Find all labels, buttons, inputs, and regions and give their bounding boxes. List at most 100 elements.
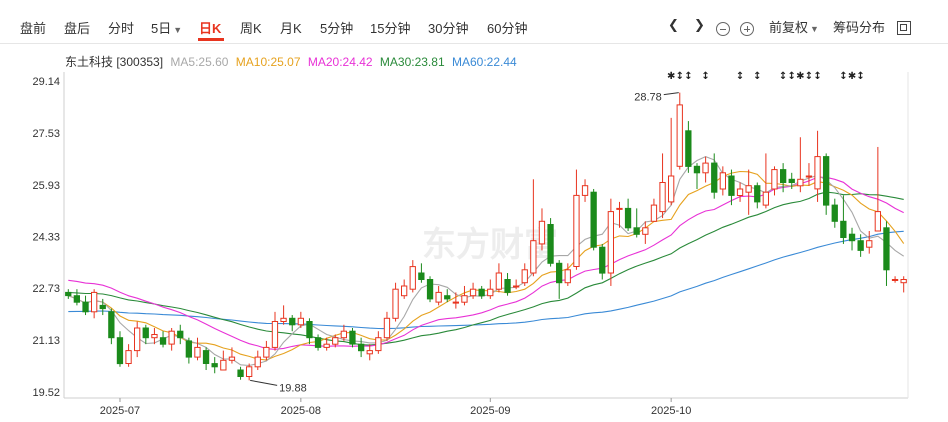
candle-body (848, 233, 856, 242)
event-marker-icon: ↕ (676, 71, 684, 82)
tab-10[interactable]: 30分钟 (428, 18, 468, 37)
candle-body (228, 356, 236, 361)
candle-body (624, 207, 632, 229)
event-marker-icon: ✱ (796, 71, 804, 82)
y-tick-label: 25.93 (32, 180, 60, 192)
zoom-in-icon[interactable] (740, 22, 754, 36)
candle-body (340, 330, 348, 339)
x-tick-label: 2025-08 (281, 405, 321, 417)
candle-body (581, 185, 589, 196)
candle-body (556, 262, 563, 284)
candle-body (168, 330, 175, 345)
y-tick-label: 29.14 (32, 76, 60, 88)
tab-6[interactable]: 周K (240, 18, 262, 37)
candle-body (736, 188, 744, 196)
candle-body (220, 359, 227, 371)
chip-distribution-button[interactable]: 筹码分布 (833, 20, 886, 35)
chevron-left-icon[interactable]: ❮ (668, 17, 679, 32)
event-marker-icon: ↕ (856, 71, 864, 82)
tab-5[interactable]: 日K (199, 18, 221, 37)
event-marker-icon: ↕ (813, 71, 821, 82)
candle-body (745, 185, 752, 193)
candle-body (538, 220, 546, 245)
candle-body (633, 227, 640, 235)
candle-body (728, 175, 735, 196)
chevron-right-icon[interactable]: ❯ (694, 17, 705, 32)
candle-body (151, 334, 158, 339)
candle-body (590, 191, 597, 248)
tab-1[interactable]: 盘前 (20, 18, 46, 37)
tab-3[interactable]: 分时 (108, 18, 134, 37)
candle-body (185, 340, 192, 358)
x-tick-label: 2025-07 (100, 405, 140, 417)
legend-ma10: MA10:25.07 (235, 55, 301, 69)
zoom-out-icon[interactable] (716, 22, 730, 36)
tab-label: 15分钟 (370, 21, 411, 36)
ma-legend: 东土科技 [300353] MA5:25.60 MA10:25.07 MA20:… (65, 53, 521, 70)
price-adjust-dropdown[interactable]: 前复权 ▼ (769, 17, 819, 36)
candle-body (65, 291, 72, 297)
event-marker-icon: ↕ (684, 71, 692, 82)
candle-body (142, 327, 149, 339)
chevron-down-icon: ▼ (173, 25, 183, 35)
ma30-line (68, 191, 904, 346)
candle-body (823, 156, 830, 206)
tab-label: 分时 (108, 21, 135, 36)
tab-7[interactable]: 月K (280, 18, 302, 37)
active-tab-indicator (198, 38, 224, 41)
tab-label: 日K (199, 21, 222, 36)
candle-body (99, 304, 106, 310)
candle-body (702, 162, 709, 174)
stock-name: 东土科技 [300353] (65, 55, 164, 69)
tab-label: 盘后 (64, 21, 91, 36)
candle-body (599, 246, 606, 274)
candle-body (323, 343, 330, 348)
tab-2[interactable]: 盘后 (64, 18, 90, 37)
ma10-line (68, 170, 905, 361)
candle-body (409, 266, 416, 290)
candle-body (891, 279, 899, 281)
candle-body (530, 240, 537, 274)
event-marker-icon: ↕ (805, 71, 813, 82)
candle-body (478, 288, 485, 297)
candle-body (805, 175, 813, 178)
legend-ma20: MA20:24.42 (307, 55, 373, 69)
tab-9[interactable]: 15分钟 (370, 18, 410, 37)
candle-body (693, 165, 701, 174)
candle-body (754, 185, 761, 203)
candle-body (840, 220, 847, 239)
candle-body (73, 295, 80, 303)
candle-body (254, 356, 261, 368)
high-price-label: 28.78 (634, 92, 662, 104)
candle-body (263, 346, 270, 358)
period-toolbar: 盘前 盘后 分时 5日 ▼ 日K 周K 月K 5分钟 15分钟 30分钟 60分钟 ❮ ❯ 前复权 ▼ … (0, 0, 948, 44)
tab-4[interactable]: 5日 ▼ (151, 18, 182, 37)
y-tick-label: 24.33 (32, 232, 60, 244)
candle-body (521, 269, 528, 284)
candle-body (461, 295, 468, 303)
candles-group (65, 92, 907, 381)
candle-body (573, 194, 580, 267)
candle-body (504, 279, 511, 293)
candle-body (547, 224, 554, 264)
y-tick-label: 22.73 (32, 283, 60, 295)
tab-label: 盘前 (20, 21, 47, 36)
candle-body (650, 204, 658, 222)
candle-body (642, 227, 649, 235)
fullscreen-icon[interactable] (897, 21, 911, 35)
candle-body (513, 285, 520, 288)
candle-body (314, 337, 322, 348)
event-marker-icon: ✱ (667, 71, 675, 82)
candle-body (444, 295, 451, 300)
event-marker-icon: ↕ (736, 71, 744, 82)
candle-body (831, 204, 838, 222)
tab-11[interactable]: 60分钟 (487, 18, 527, 37)
tab-8[interactable]: 5分钟 (320, 18, 353, 37)
candle-body (401, 285, 408, 297)
candle-body (874, 211, 882, 232)
legend-ma30: MA30:23.81 (379, 55, 445, 69)
candle-body (91, 291, 98, 313)
x-tick-label: 2025-10 (651, 405, 691, 417)
candle-body (469, 288, 477, 297)
